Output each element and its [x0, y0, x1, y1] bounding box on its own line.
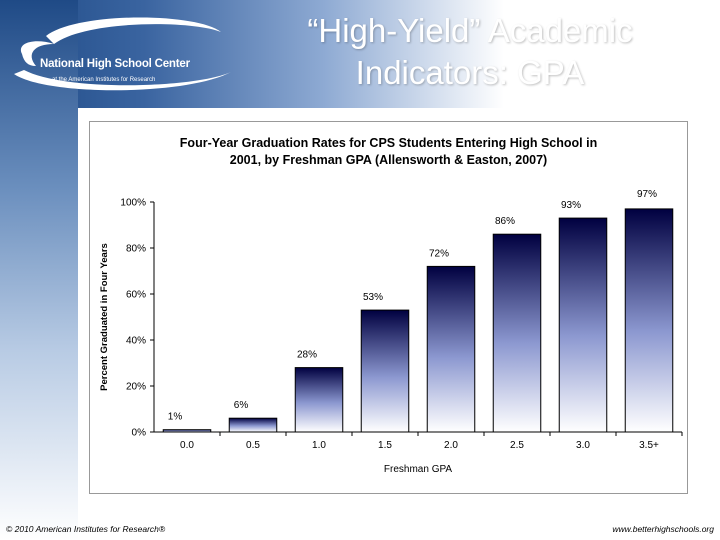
x-axis-label: Freshman GPA [384, 464, 452, 475]
data-label: 1% [168, 412, 183, 423]
slide-title-line2: Indicators: GPA [355, 54, 585, 91]
data-label: 28% [297, 350, 317, 361]
website-footer[interactable]: www.betterhighschools.org [612, 524, 714, 534]
slide-title-line1: “High-Yield” Academic [307, 12, 633, 49]
data-label: 93% [561, 200, 581, 211]
chart-title-line2: 2001, by Freshman GPA (Allensworth & Eas… [229, 153, 548, 167]
logo-name: National High School Center [40, 58, 190, 70]
bar-chart: 0% 20% 40% 60% 80% 100% Percent Graduated in F… [99, 189, 683, 475]
y-tick-label: 80% [126, 244, 146, 255]
bar [426, 265, 476, 433]
x-tick-label: 0.5 [246, 440, 260, 451]
bar [360, 309, 410, 433]
bar [294, 367, 344, 433]
y-tick-label: 40% [126, 336, 146, 347]
y-tick-label: 100% [120, 198, 146, 209]
data-label: 6% [234, 400, 249, 411]
chart-title-line1: Four-Year Graduation Rates for CPS Stude… [179, 136, 598, 150]
copyright-footer: © 2010 American Institutes for Research® [6, 524, 166, 534]
data-label: 72% [429, 248, 449, 259]
logo-subtitle: at the American Institutes for Research [52, 77, 156, 83]
x-tick-label: 0.0 [180, 440, 194, 451]
x-tick-label: 3.0 [576, 440, 590, 451]
chart-frame: Four-Year Graduation Rates for CPS Stude… [89, 121, 688, 494]
y-tick-label: 60% [126, 290, 146, 301]
chart-title: Four-Year Graduation Rates for CPS Stude… [90, 135, 687, 169]
x-tick-label: 1.5 [378, 440, 392, 451]
sidebar-band [0, 0, 78, 540]
slide-title: “High-Yield” Academic Indicators: GPA [230, 10, 710, 94]
bar [162, 429, 212, 433]
bar [624, 208, 674, 433]
y-tick-label: 20% [126, 382, 146, 393]
y-axis-label: Percent Graduated in Four Years [99, 243, 110, 391]
logo: National High School Center at the Ameri… [6, 14, 236, 94]
bar [228, 417, 278, 433]
data-label: 53% [363, 292, 383, 303]
x-tick-label: 3.5+ [639, 440, 659, 451]
x-tick-label: 2.5 [510, 440, 524, 451]
logo-swoosh-icon [14, 17, 231, 91]
y-tick-label: 0% [132, 428, 147, 439]
bar [492, 233, 542, 433]
x-tick-label: 2.0 [444, 440, 458, 451]
data-label: 97% [637, 189, 657, 200]
bar [558, 217, 608, 433]
x-tick-label: 1.0 [312, 440, 326, 451]
data-label: 86% [495, 216, 515, 227]
